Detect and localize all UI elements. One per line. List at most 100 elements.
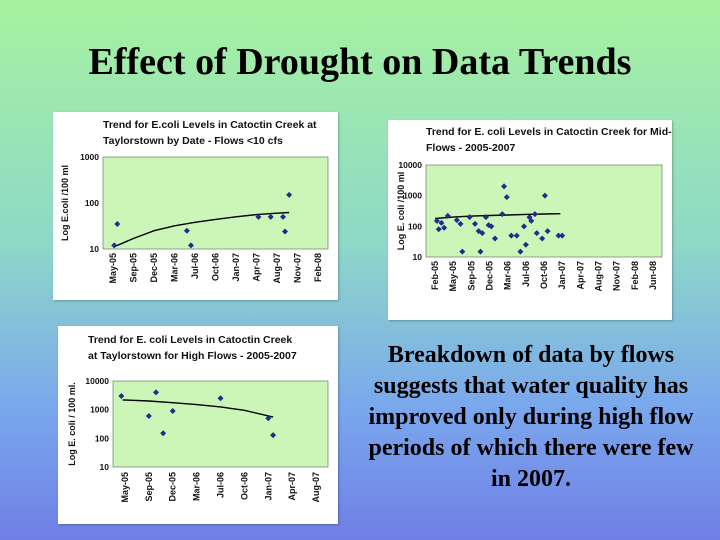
data-point bbox=[444, 212, 451, 219]
y-tick-label: 10 bbox=[90, 244, 100, 254]
y-tick-label: 1000 bbox=[90, 405, 109, 415]
chart-title-line: Trend for E.coli Levels in Catoctin Cree… bbox=[103, 119, 317, 131]
data-point bbox=[438, 219, 445, 226]
plot-area bbox=[425, 164, 663, 258]
data-point bbox=[539, 235, 546, 242]
x-tick-label: Sep-05 bbox=[129, 253, 139, 283]
x-tick-label: Jan-07 bbox=[231, 253, 241, 282]
x-tick-label: Oct-06 bbox=[239, 472, 249, 500]
x-tick-label: Aug-07 bbox=[593, 261, 603, 292]
x-tick-label: Aug-07 bbox=[272, 253, 282, 284]
x-tick-label: Jan-07 bbox=[263, 472, 273, 501]
data-point bbox=[544, 228, 551, 235]
chart-mid-flows: Trend for E. coli Levels in Catoctin Cre… bbox=[388, 120, 672, 320]
data-point bbox=[457, 220, 464, 227]
data-point bbox=[488, 223, 495, 230]
y-tick-label: 100 bbox=[85, 198, 99, 208]
chart-svg: Trend for E. coli Levels in Catoctin Cre… bbox=[396, 126, 672, 292]
data-point bbox=[472, 220, 479, 227]
y-tick-label: 1000 bbox=[80, 152, 99, 162]
data-point bbox=[466, 214, 473, 221]
data-point bbox=[522, 241, 529, 248]
data-point bbox=[217, 395, 224, 402]
chart-title-line: Trend for E. coli Levels in Catoctin Cre… bbox=[426, 126, 672, 138]
x-tick-label: Oct-06 bbox=[211, 253, 221, 281]
x-tick-label: Sep-05 bbox=[144, 472, 154, 502]
x-tick-label: Feb-08 bbox=[630, 261, 640, 290]
x-tick-label: Mar-06 bbox=[192, 472, 202, 501]
trend-line bbox=[435, 213, 561, 220]
data-point bbox=[541, 192, 548, 199]
data-point bbox=[145, 413, 152, 420]
y-tick-label: 10 bbox=[100, 462, 110, 472]
y-tick-label: 100 bbox=[95, 433, 109, 443]
x-tick-label: Jan-07 bbox=[557, 261, 567, 290]
data-point bbox=[187, 242, 194, 249]
data-point bbox=[453, 217, 460, 224]
slide-caption: Breakdown of data by flows suggests that… bbox=[368, 342, 694, 492]
data-point bbox=[513, 232, 520, 239]
data-point bbox=[501, 183, 508, 190]
data-point bbox=[286, 191, 293, 198]
data-point bbox=[531, 211, 538, 218]
data-point bbox=[435, 226, 442, 233]
x-tick-label: Jul-06 bbox=[521, 261, 531, 287]
trend-line bbox=[122, 399, 274, 418]
x-tick-label: Apr-07 bbox=[287, 472, 297, 501]
chart-svg: Trend for E. coli Levels in Catoctin Cre… bbox=[67, 334, 329, 503]
data-point bbox=[528, 217, 535, 224]
x-tick-label: Feb-08 bbox=[313, 253, 323, 282]
data-point bbox=[479, 230, 486, 237]
x-tick-label: Dec-05 bbox=[485, 261, 495, 291]
x-tick-label: Aug-07 bbox=[311, 472, 321, 503]
y-axis-title: Log E. coli / 100 ml. bbox=[67, 382, 77, 466]
x-tick-label: Nov-07 bbox=[292, 253, 302, 283]
data-point bbox=[118, 392, 125, 399]
x-tick-label: May-05 bbox=[120, 472, 130, 503]
data-point bbox=[265, 415, 272, 422]
x-tick-label: Feb-05 bbox=[430, 261, 440, 290]
data-point bbox=[459, 248, 466, 255]
slide-title: Effect of Drought on Data Trends bbox=[88, 41, 632, 83]
y-tick-label: 10 bbox=[413, 252, 423, 262]
y-axis-title: Log E.coli /100 ml bbox=[60, 165, 70, 241]
data-point bbox=[508, 232, 515, 239]
data-point bbox=[267, 213, 274, 220]
x-tick-label: Nov-07 bbox=[612, 261, 622, 291]
data-point bbox=[517, 248, 524, 255]
trend-line bbox=[112, 211, 290, 248]
data-point bbox=[533, 230, 540, 237]
data-point bbox=[282, 228, 289, 235]
data-point bbox=[153, 389, 159, 396]
data-point bbox=[114, 220, 121, 227]
chart-high-flows: Trend for E. coli Levels in Catoctin Cre… bbox=[58, 326, 338, 524]
x-tick-label: Jul-06 bbox=[216, 472, 226, 498]
x-tick-label: Mar-06 bbox=[503, 261, 513, 290]
x-tick-label: Oct-06 bbox=[539, 261, 549, 289]
x-tick-label: Mar-06 bbox=[170, 253, 180, 282]
data-point bbox=[555, 232, 562, 239]
data-point bbox=[499, 211, 506, 218]
chart-title-line: Flows - 2005-2007 bbox=[426, 142, 515, 154]
data-point bbox=[503, 194, 510, 201]
data-point bbox=[491, 235, 498, 242]
data-point bbox=[521, 223, 528, 230]
data-point bbox=[482, 214, 489, 221]
chart-title-line: Trend for E. coli Levels in Catoctin Cre… bbox=[88, 334, 292, 346]
x-tick-label: Dec-05 bbox=[149, 253, 159, 283]
data-point bbox=[160, 430, 167, 437]
data-point bbox=[280, 213, 286, 220]
x-tick-label: May-05 bbox=[448, 261, 458, 292]
chart-low-flows: Trend for E.coli Levels in Catoctin Cree… bbox=[53, 112, 338, 300]
plot-area bbox=[112, 380, 329, 468]
x-tick-label: Jul-06 bbox=[190, 253, 200, 279]
x-tick-label: Apr-07 bbox=[575, 261, 585, 290]
chart-title-line: at Taylorstown for High Flows - 2005-200… bbox=[88, 350, 297, 362]
y-axis-title: Log E. coli /100 ml bbox=[396, 172, 406, 251]
y-tick-label: 1000 bbox=[403, 191, 422, 201]
y-tick-label: 100 bbox=[408, 221, 422, 231]
data-point bbox=[477, 248, 484, 255]
x-tick-label: Dec-05 bbox=[168, 472, 178, 502]
data-point bbox=[441, 224, 448, 231]
data-point bbox=[433, 217, 440, 224]
